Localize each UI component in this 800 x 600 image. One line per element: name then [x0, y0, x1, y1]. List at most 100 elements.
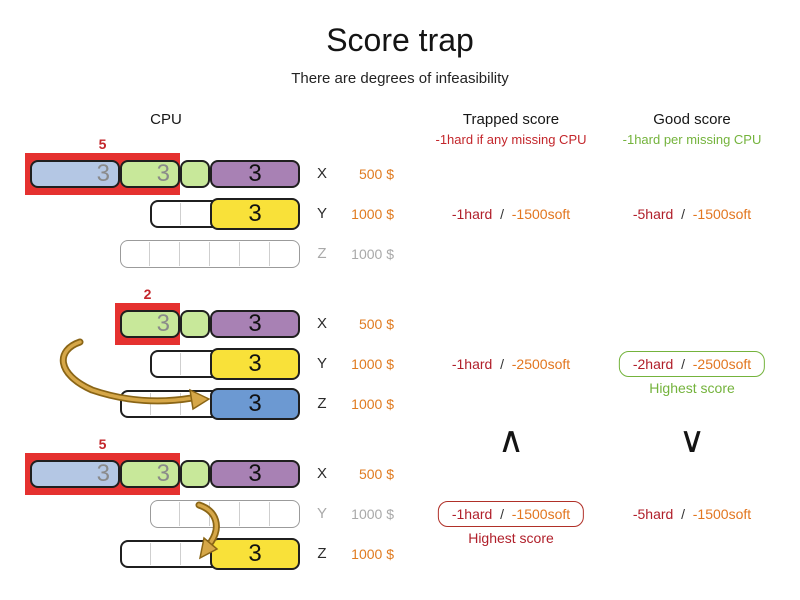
process-block: 3: [210, 310, 300, 338]
process-block: 3: [210, 160, 300, 188]
cpu-cell-divider: [179, 502, 180, 526]
computer-label: Y: [316, 205, 327, 222]
cpu-cell-divider: [209, 502, 210, 526]
process-block: 3: [210, 198, 300, 230]
good-score-subtitle: -1hard per missing CPU: [622, 132, 762, 147]
process-block: [180, 310, 210, 338]
score-separator: /: [492, 206, 512, 222]
cpu-capacity-bar: [120, 240, 300, 268]
process-block: 3: [210, 538, 300, 570]
computer-cost: 500 $: [358, 166, 394, 182]
computer-cost: 1000 $: [351, 356, 394, 372]
soft-score: -1500soft: [692, 506, 752, 522]
computer-label: Z: [317, 545, 327, 562]
highest-score-note: Highest score: [649, 380, 735, 396]
hard-score: -1hard: [451, 356, 493, 372]
process-block: 3: [210, 460, 300, 488]
score-separator: /: [673, 506, 693, 522]
cpu-cell-divider: [180, 203, 181, 225]
process-size-label: 3: [156, 460, 170, 487]
soft-score: -2500soft: [692, 356, 752, 372]
hard-score: -2hard: [632, 356, 674, 372]
hard-score: -1hard: [451, 506, 493, 522]
soft-score: -1500soft: [692, 206, 752, 222]
diagram-subtitle: There are degrees of infeasibility: [291, 70, 509, 87]
score-separator: /: [673, 206, 693, 222]
cpu-cell-divider: [150, 543, 151, 565]
good-score-value: -2hard / -2500soft: [618, 351, 766, 377]
cpu-cell-divider: [179, 242, 180, 266]
computer-cost: 500 $: [358, 466, 394, 482]
good-score-value: -5hard / -1500soft: [632, 506, 752, 522]
computer-cost: 1000 $: [351, 506, 394, 522]
computer-label: Y: [316, 355, 327, 372]
score-separator: /: [492, 506, 512, 522]
soft-score: -2500soft: [511, 356, 571, 372]
cpu-cell-divider: [269, 242, 270, 266]
good-score-value: -5hard / -1500soft: [632, 206, 752, 222]
trapped-score-value: -1hard / -1500soft: [437, 501, 585, 527]
process-size-label: 3: [248, 390, 262, 417]
process-block: [180, 160, 210, 188]
soft-score: -1500soft: [511, 206, 571, 222]
cpu-cell-divider: [209, 242, 210, 266]
cpu-cell-divider: [180, 543, 181, 565]
process-block: 3: [210, 348, 300, 380]
process-block: 3: [30, 460, 120, 488]
cpu-cell-divider: [269, 502, 270, 526]
computer-cost: 500 $: [358, 316, 394, 332]
process-size-label: 3: [248, 310, 262, 337]
hard-score: -5hard: [632, 206, 674, 222]
computer-cost: 1000 $: [351, 396, 394, 412]
process-size-label: 3: [156, 160, 170, 187]
score-separator: /: [492, 356, 512, 372]
cpu-cell-divider: [150, 393, 151, 415]
process-block: [180, 460, 210, 488]
good-score-comparator: ∨: [678, 419, 706, 460]
process-size-label: 3: [96, 160, 110, 187]
cpu-overload-amount: 2: [143, 286, 152, 302]
cpu-cell-divider: [239, 242, 240, 266]
computer-label: X: [316, 165, 327, 182]
computer-cost: 1000 $: [351, 206, 394, 222]
process-size-label: 3: [156, 310, 170, 337]
computer-label: Z: [317, 395, 327, 412]
soft-score: -1500soft: [511, 506, 571, 522]
cpu-cell-divider: [180, 353, 181, 375]
trapped-score-comparator: ∧: [497, 419, 525, 460]
process-size-label: 3: [248, 200, 262, 227]
trapped-score-value: -1hard / -1500soft: [451, 206, 571, 222]
process-block: 3: [120, 160, 180, 188]
computer-cost: 1000 $: [351, 246, 394, 262]
cpu-overload-amount: 5: [98, 136, 107, 152]
diagram-title: Score trap: [326, 22, 474, 58]
trapped-score-column-header: Trapped score: [462, 111, 560, 128]
process-block: 3: [30, 160, 120, 188]
computer-label: Z: [317, 245, 327, 262]
computer-label: X: [316, 315, 327, 332]
computer-label: Y: [316, 505, 327, 522]
cpu-column-header: CPU: [150, 111, 182, 128]
trapped-score-subtitle: -1hard if any missing CPU: [435, 132, 587, 147]
process-size-label: 3: [248, 540, 262, 567]
highest-score-note: Highest score: [468, 530, 554, 546]
cpu-capacity-bar: [150, 500, 300, 528]
cpu-cell-divider: [239, 502, 240, 526]
process-block: 3: [120, 310, 180, 338]
computer-label: X: [316, 465, 327, 482]
process-size-label: 3: [96, 460, 110, 487]
hard-score: -1hard: [451, 206, 493, 222]
computer-cost: 1000 $: [351, 546, 394, 562]
hard-score: -5hard: [632, 506, 674, 522]
score-separator: /: [673, 356, 693, 372]
trapped-score-value: -1hard / -2500soft: [451, 356, 571, 372]
good-score-column-header: Good score: [653, 111, 731, 128]
cpu-cell-divider: [180, 393, 181, 415]
process-size-label: 3: [248, 460, 262, 487]
process-size-label: 3: [248, 160, 262, 187]
process-block: 3: [120, 460, 180, 488]
process-block: 3: [210, 388, 300, 420]
process-size-label: 3: [248, 350, 262, 377]
cpu-cell-divider: [149, 242, 150, 266]
